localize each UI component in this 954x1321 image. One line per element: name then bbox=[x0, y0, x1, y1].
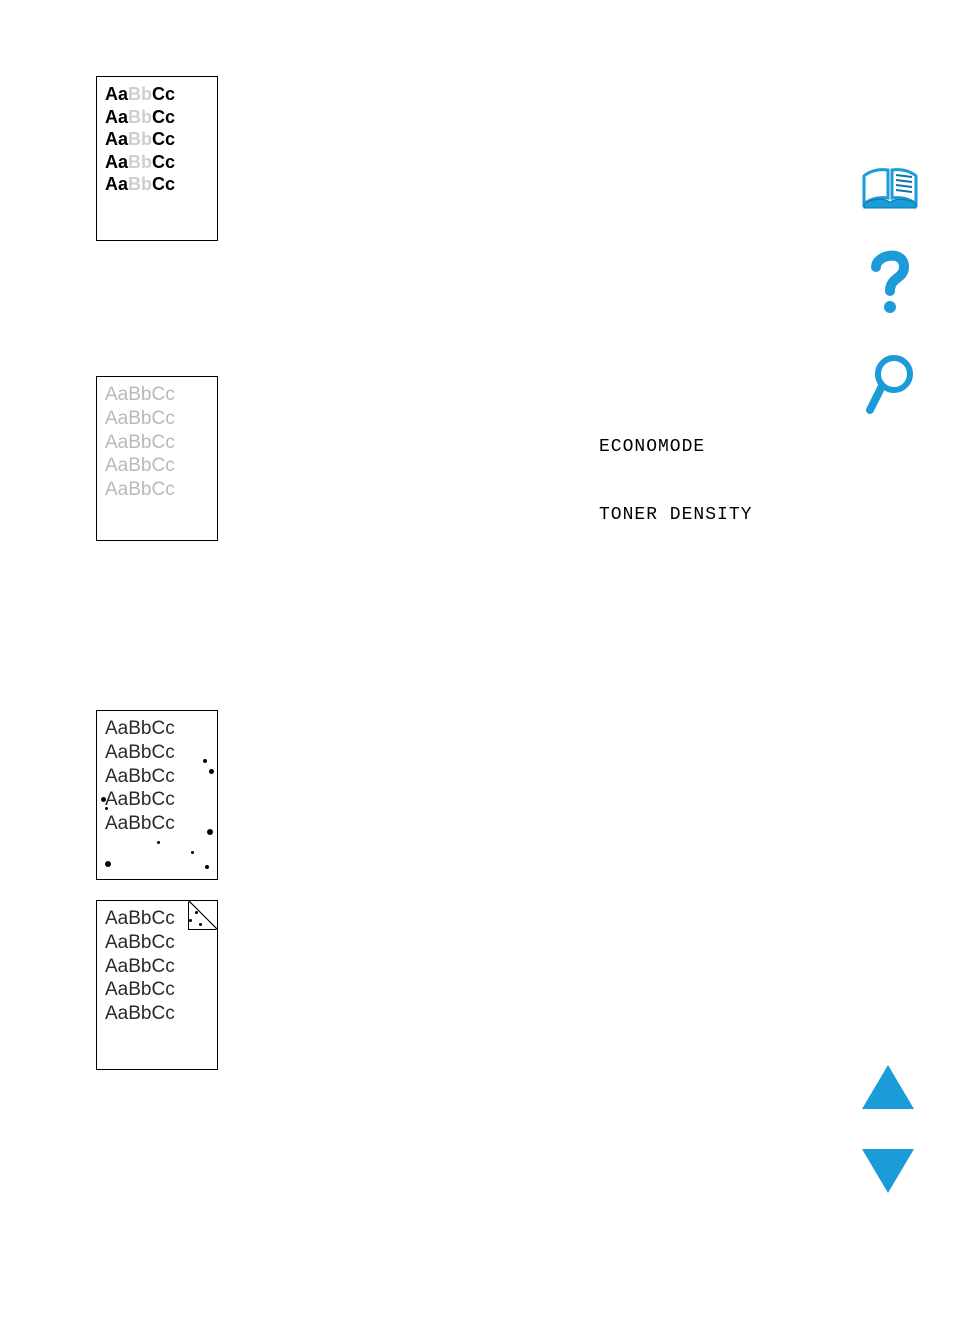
search-button[interactable] bbox=[864, 352, 916, 421]
page-root: AaBbCc AaBbCc AaBbCc AaBbCc AaBbCc AaBbC… bbox=[0, 0, 954, 1321]
print-sample-specks: AaBbCc AaBbCc AaBbCc AaBbCc AaBbCc bbox=[96, 710, 218, 880]
toner-speck bbox=[157, 841, 160, 844]
magnifier-icon bbox=[864, 352, 916, 416]
sample-line: AaBbCc bbox=[105, 383, 209, 407]
sample-line: AaBbCc bbox=[105, 173, 209, 196]
arrow-up-icon bbox=[860, 1063, 916, 1111]
sample-line: AaBbCc bbox=[105, 83, 209, 106]
toner-speck bbox=[199, 923, 202, 926]
sample-line: AaBbCc bbox=[105, 431, 209, 455]
sample-line: AaBbCc bbox=[105, 1002, 209, 1026]
sample-line: AaBbCc bbox=[105, 454, 209, 478]
sample-line: AaBbCc bbox=[105, 765, 209, 789]
toner-speck bbox=[191, 851, 194, 854]
sample-line: AaBbCc bbox=[105, 478, 209, 502]
sample-line: AaBbCc bbox=[105, 788, 209, 812]
help-button[interactable] bbox=[866, 247, 914, 322]
print-sample-dropouts: AaBbCc AaBbCc AaBbCc AaBbCc AaBbCc bbox=[96, 76, 218, 241]
sample-line: AaBbCc bbox=[105, 812, 209, 836]
folded-corner bbox=[189, 901, 217, 929]
sample-line: AaBbCc bbox=[105, 407, 209, 431]
sample-line: AaBbCc bbox=[105, 931, 209, 955]
label-economode: ECONOMODE bbox=[599, 437, 705, 457]
sample-line: AaBbCc bbox=[105, 717, 209, 741]
question-icon bbox=[866, 247, 914, 317]
toner-speck bbox=[195, 911, 198, 914]
contents-button[interactable] bbox=[860, 164, 920, 217]
label-toner-density: TONER DENSITY bbox=[599, 505, 752, 525]
book-icon bbox=[860, 164, 920, 212]
folded-corner-icon bbox=[189, 901, 217, 929]
toner-speck bbox=[205, 865, 209, 869]
side-icon-bar bbox=[850, 164, 930, 421]
toner-speck bbox=[203, 759, 207, 763]
toner-speck bbox=[105, 861, 111, 867]
arrow-down-icon bbox=[860, 1147, 916, 1195]
toner-speck bbox=[209, 769, 214, 774]
toner-speck bbox=[101, 797, 106, 802]
sample-line: AaBbCc bbox=[105, 955, 209, 979]
sample-line: AaBbCc bbox=[105, 741, 209, 765]
toner-speck bbox=[105, 807, 108, 810]
toner-speck bbox=[207, 829, 213, 835]
sample-line: AaBbCc bbox=[105, 106, 209, 129]
previous-page-button[interactable] bbox=[860, 1063, 916, 1111]
sample-line: AaBbCc bbox=[105, 151, 209, 174]
sample-line: AaBbCc bbox=[105, 128, 209, 151]
print-sample-folded-corner: AaBbCc AaBbCc AaBbCc AaBbCc AaBbCc bbox=[96, 900, 218, 1070]
print-sample-gray: AaBbCc AaBbCc AaBbCc AaBbCc AaBbCc bbox=[96, 376, 218, 541]
next-page-button[interactable] bbox=[860, 1147, 916, 1195]
toner-speck bbox=[189, 919, 192, 922]
sample-line: AaBbCc bbox=[105, 978, 209, 1002]
